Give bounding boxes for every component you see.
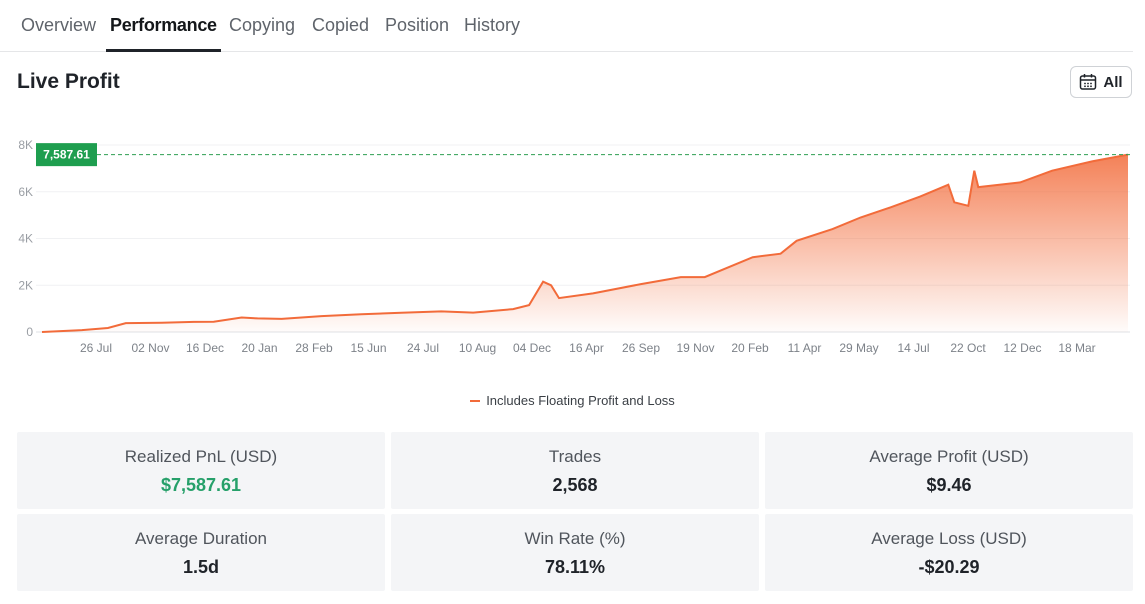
series-line [41,153,1129,333]
stat-label: Average Profit (USD) [869,447,1029,466]
x-tick-label: 26 Jul [80,341,112,355]
current-value-text: 7,587.61 [43,148,90,162]
calendar-icon [1079,73,1097,91]
stat-label: Win Rate (%) [524,529,626,548]
y-tick-label: 4K [18,232,33,246]
live-profit-chart: 0 2K 4K 6K 8K 26 Jul 02 Nov 16 Dec 20 Jan 28 Feb… [18,138,1130,355]
tab-position[interactable]: Position [385,15,450,35]
stat-card-trades: Trades 2,568 [391,432,759,509]
stat-value: $9.46 [926,475,972,495]
stat-card-win-rate: Win Rate (%) 78.11% [391,514,759,591]
range-selector-button[interactable]: All [1070,66,1132,98]
x-tick-label: 04 Dec [513,341,551,355]
range-label: All [1103,73,1123,91]
stat-card-realized-pnl: Realized PnL (USD) $7,587.61 [17,432,385,509]
x-tick-label: 19 Nov [676,341,714,355]
tab-overview[interactable]: Overview [21,15,97,35]
x-tick-label: 29 May [839,341,878,355]
x-tick-label: 22 Oct [950,341,986,355]
x-tick-label: 18 Mar [1058,341,1095,355]
stat-value: 78.11% [544,557,606,577]
tab-history[interactable]: History [464,15,521,35]
x-axis: 26 Jul 02 Nov 16 Dec 20 Jan 28 Feb 15 Jun 24 J… [80,341,1096,355]
stat-value: 2,568 [552,475,598,495]
x-tick-label: 16 Apr [569,341,604,355]
series-area [42,154,1128,332]
stat-value: 1.5d [182,557,220,577]
stat-value: $7,587.61 [160,475,242,495]
x-tick-label: 28 Feb [295,341,333,355]
x-tick-label: 16 Dec [186,341,224,355]
x-tick-label: 26 Sep [622,341,660,355]
y-tick-label: 2K [18,278,33,292]
tab-performance[interactable]: Performance [106,0,221,52]
legend-label: Includes Floating Profit and Loss [486,393,675,408]
stat-label: Average Loss (USD) [871,529,1027,548]
x-tick-label: 11 Apr [788,341,822,355]
stat-card-average-loss: Average Loss (USD) -$20.29 [765,514,1133,591]
x-tick-label: 15 Jun [350,341,386,355]
legend-swatch [470,399,481,402]
tab-bar: Overview Performance Copying Copied Posi… [0,0,1133,52]
stat-value: -$20.29 [918,557,980,577]
x-tick-label: 14 Jul [897,341,929,355]
x-tick-label: 02 Nov [131,341,169,355]
current-value-tag: 7,587.61 [36,143,97,167]
section-title: Live Profit [17,70,120,93]
x-tick-label: 10 Aug [459,341,496,355]
y-tick-label: 6K [18,185,33,199]
stat-label: Average Duration [135,529,267,548]
stat-label: Realized PnL (USD) [124,447,278,466]
x-tick-label: 20 Feb [731,341,769,355]
stat-label: Trades [548,447,602,466]
tab-copying[interactable]: Copying [229,15,296,35]
y-axis: 0 2K 4K 6K 8K [18,138,33,339]
y-tick-label: 8K [18,138,33,152]
x-tick-label: 20 Jan [241,341,277,355]
y-tick-label: 0 [26,325,33,339]
stat-card-average-duration: Average Duration 1.5d [17,514,385,591]
x-tick-label: 12 Dec [1003,341,1041,355]
tab-copied[interactable]: Copied [312,15,370,35]
stat-card-average-profit: Average Profit (USD) $9.46 [765,432,1133,509]
x-tick-label: 24 Jul [407,341,439,355]
chart-legend: Includes Floating Profit and Loss [0,393,1145,408]
